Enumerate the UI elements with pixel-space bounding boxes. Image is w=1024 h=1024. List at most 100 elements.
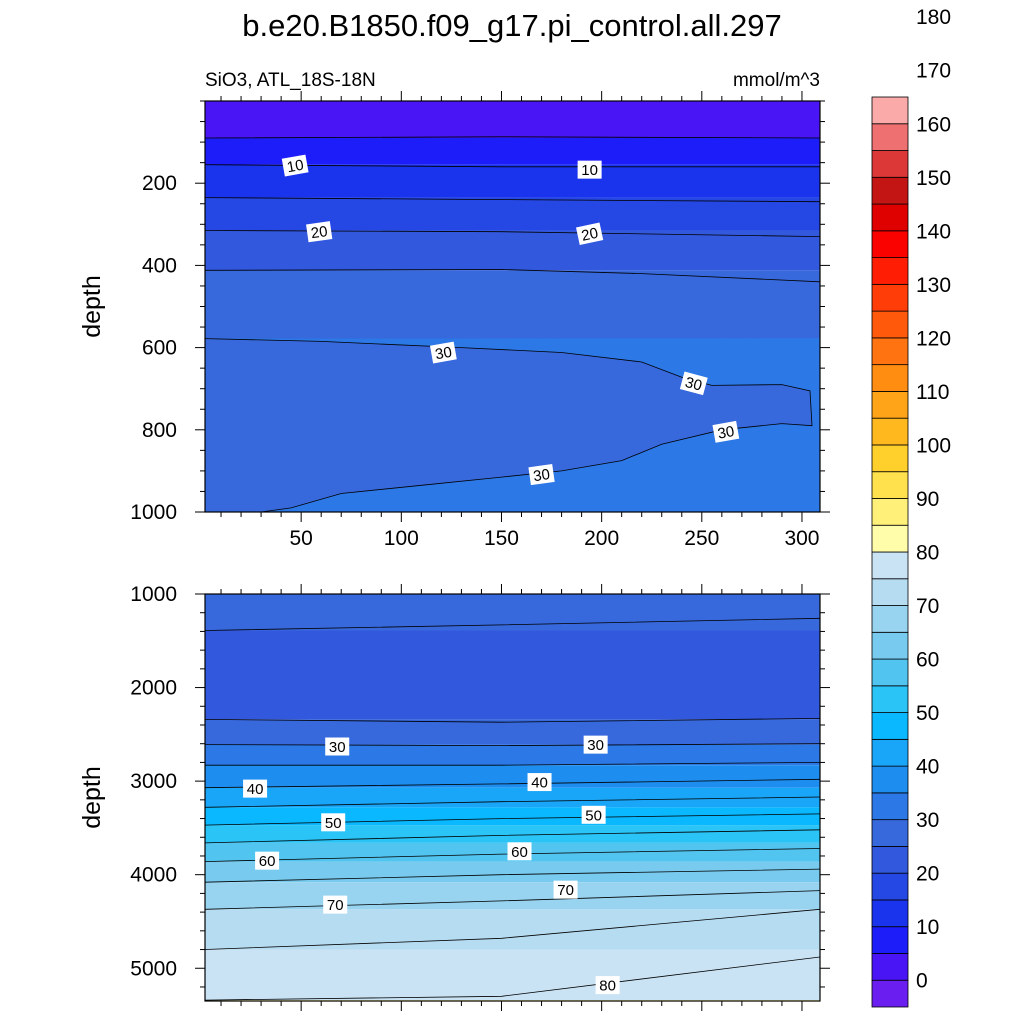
contour-line xyxy=(205,908,820,950)
colorbar-tick-label: 100 xyxy=(916,434,951,457)
y-tick-label: 2000 xyxy=(130,677,177,700)
contour-band xyxy=(205,137,820,165)
contour-label-text: 60 xyxy=(511,844,528,861)
colorbar-tick-label: 60 xyxy=(916,649,939,672)
contour-label-box xyxy=(507,842,532,861)
colorbar-swatch xyxy=(871,658,909,687)
contour-band xyxy=(205,882,820,910)
contour-label: 70 xyxy=(553,880,578,899)
x-tick-label: 300 xyxy=(784,527,819,550)
contour-label-text: 60 xyxy=(259,853,276,870)
y-axis-label: depth xyxy=(78,766,106,829)
colorbar-tick-label: 120 xyxy=(916,327,951,350)
contour-label-text: 30 xyxy=(683,374,704,395)
contour-band xyxy=(205,765,820,788)
colorbar-swatch xyxy=(871,819,909,847)
contour-label-text: 70 xyxy=(557,882,574,899)
y-tick-label: 400 xyxy=(142,254,177,277)
contour-line xyxy=(205,762,820,766)
contour-line xyxy=(205,743,820,747)
contour-band xyxy=(205,787,820,808)
colorbar-tick-label: 50 xyxy=(916,702,939,725)
contour-label: 30 xyxy=(679,371,708,396)
contour-label: 30 xyxy=(430,341,457,364)
contour-label-text: 80 xyxy=(599,978,616,995)
colorbar-swatch xyxy=(871,203,909,232)
contour-label-box xyxy=(576,222,604,246)
contour-label-text: 40 xyxy=(531,775,548,792)
y-axis-label: depth xyxy=(78,275,106,338)
colorbar-tick-label: 150 xyxy=(916,167,951,190)
colorbar-tick-label: 110 xyxy=(916,381,949,404)
colorbar-tick-label: 20 xyxy=(916,863,939,886)
lower-depth-panel: 30 30 40 40 50 50 60 60 70 70 80 1000 2000 3000 4000 50… xyxy=(78,583,830,1011)
colorbar: 0 10 20 30 40 50 60 70 80 90 100 110 120 130 140 150 160… xyxy=(871,6,951,1008)
colorbar-swatch xyxy=(871,96,909,125)
axis-ticks xyxy=(195,91,830,522)
contour-band xyxy=(205,825,820,843)
colorbar-tick-label: 80 xyxy=(916,542,939,565)
contour-band xyxy=(205,719,820,745)
contour-label-text: 30 xyxy=(716,423,735,443)
colorbar-swatch xyxy=(871,765,909,794)
y-tick-label: 4000 xyxy=(130,864,177,887)
upper-depth-panel: 10 10 20 20 30 30 30 30 50 100 150 200 250 300 200 400 6… xyxy=(78,91,830,550)
contour-label-box xyxy=(577,160,602,179)
contour-lines xyxy=(205,136,820,512)
x-tick-label: 200 xyxy=(584,527,619,550)
contour-label-box xyxy=(712,420,740,443)
colorbar-tick-label: 10 xyxy=(916,916,939,939)
x-tick-label: 150 xyxy=(484,527,519,550)
contour-label-box xyxy=(553,880,578,899)
contour-lines xyxy=(205,617,820,1001)
units-label: mmol/m^3 xyxy=(733,70,820,91)
contour-label-text: 30 xyxy=(532,466,551,485)
contour-label-text: 10 xyxy=(581,162,598,179)
contour-line xyxy=(205,848,820,862)
contour-label-text: 50 xyxy=(585,807,602,824)
contour-label-box xyxy=(255,851,280,870)
contour-band xyxy=(205,197,820,231)
figure-title: b.e20.B1850.f09_g17.pi_control.all.297 xyxy=(242,8,782,43)
contour-line xyxy=(205,197,820,203)
colorbar-swatch xyxy=(871,230,909,258)
contour-label-text: 40 xyxy=(247,781,264,798)
colorbar-swatch xyxy=(871,123,909,151)
colorbar-swatch xyxy=(871,498,909,526)
colorbar-swatch xyxy=(871,524,909,553)
y-tick-label: 1000 xyxy=(130,583,177,606)
contour-band xyxy=(205,861,820,883)
contour-label-box xyxy=(679,371,708,396)
contour-band xyxy=(205,807,820,826)
contour-label-box xyxy=(306,221,333,243)
contour-band xyxy=(205,744,820,766)
contour-label: 10 xyxy=(281,154,309,177)
contour-band xyxy=(205,230,820,271)
contour-label-box xyxy=(528,464,555,486)
y-tick-label: 800 xyxy=(142,419,177,442)
contour-label: 30 xyxy=(325,737,350,756)
colorbar-swatch xyxy=(871,417,909,446)
colorbar-tick-label: 170 xyxy=(916,60,951,83)
contour-line xyxy=(205,269,820,283)
contour-label-box xyxy=(527,773,552,792)
contour-label-box xyxy=(323,895,348,914)
contour-label: 40 xyxy=(527,773,552,792)
contour-label: 30 xyxy=(528,464,555,486)
contour-line xyxy=(205,796,820,808)
colorbar-swatch xyxy=(871,364,909,392)
contour-region xyxy=(205,338,820,512)
contour-band xyxy=(205,949,820,1001)
contour-label: 80 xyxy=(595,976,620,995)
contour-label: 50 xyxy=(321,813,346,832)
contour-label-text: 20 xyxy=(580,225,600,245)
colorbar-swatch xyxy=(871,551,909,580)
colorbar-tick-label: 140 xyxy=(916,220,951,243)
colorbar-tick-label: 90 xyxy=(916,488,939,511)
contour-label: 30 xyxy=(583,735,608,754)
x-tick-label: 100 xyxy=(384,527,419,550)
contour-label-text: 30 xyxy=(587,737,604,754)
contour-label-text: 10 xyxy=(286,157,305,177)
colorbar-swatch xyxy=(871,176,909,205)
contour-label-box xyxy=(583,735,608,754)
